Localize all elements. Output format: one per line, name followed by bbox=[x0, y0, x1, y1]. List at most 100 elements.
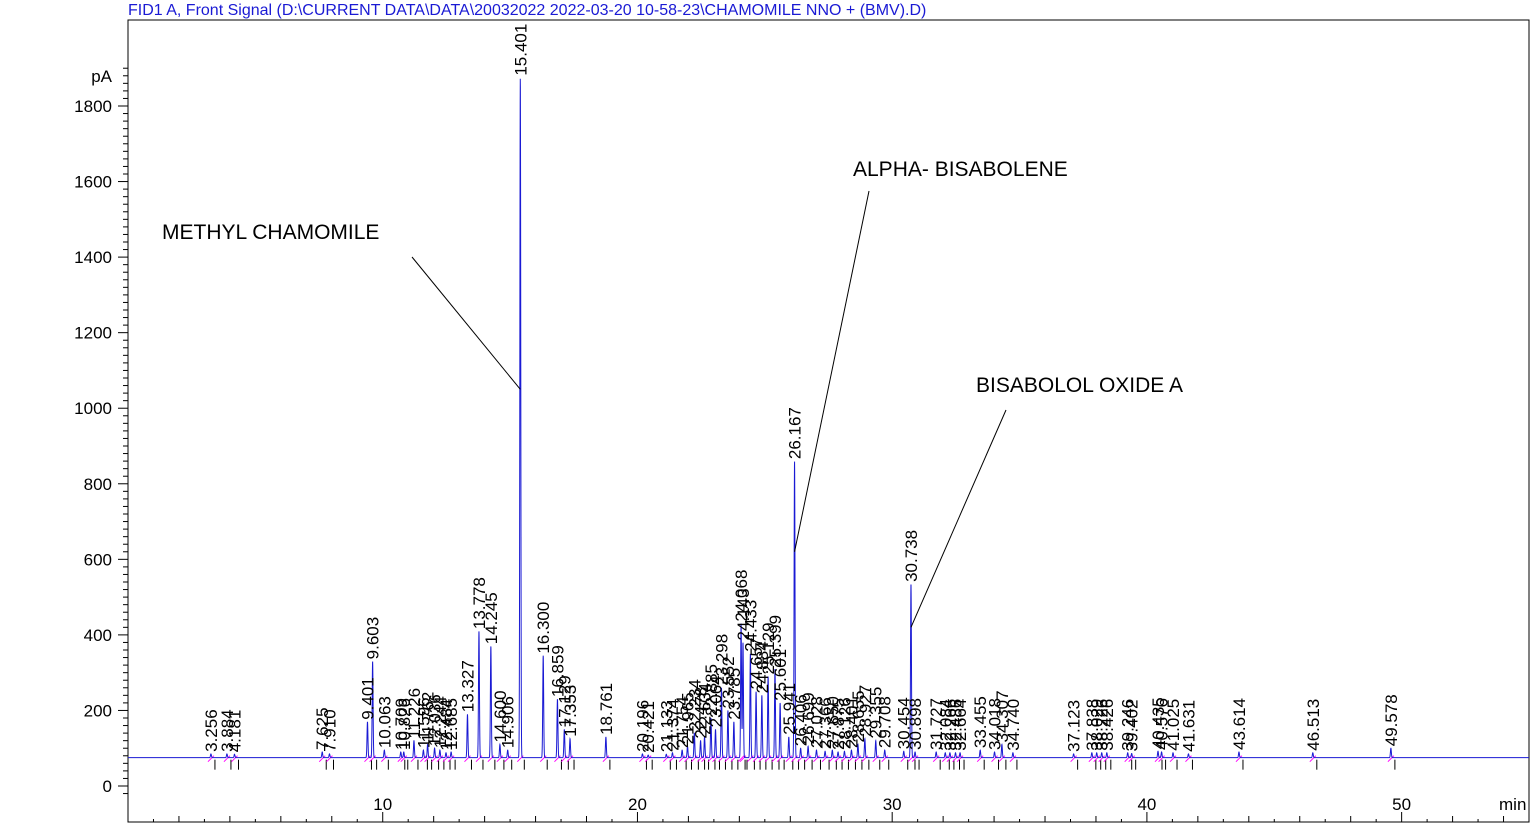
integration-marker bbox=[475, 755, 483, 763]
integration-marker bbox=[644, 755, 652, 763]
integration-marker bbox=[828, 755, 836, 763]
peak-label: 24.433 bbox=[741, 600, 760, 652]
peak-label: 7.910 bbox=[320, 709, 339, 752]
plot-frame bbox=[127, 19, 1530, 823]
peak-label: 21.754 bbox=[673, 696, 692, 748]
peak-label: 10.826 bbox=[395, 698, 414, 750]
integration-marker bbox=[791, 755, 798, 763]
integration-marker bbox=[813, 755, 820, 763]
integration-marker bbox=[834, 755, 842, 763]
integration-marker bbox=[691, 755, 698, 763]
peak-label: 37.838 bbox=[1083, 699, 1102, 751]
integration-marker bbox=[1128, 755, 1136, 763]
peak-label: 9.401 bbox=[358, 677, 377, 720]
integration-marker bbox=[1070, 755, 1077, 763]
peak-label: 41.025 bbox=[1164, 699, 1183, 751]
y-tick-label: 200 bbox=[84, 701, 112, 720]
integration-marker bbox=[223, 755, 231, 763]
peak-label: 12.484 bbox=[437, 699, 456, 751]
peak-label: 12.685 bbox=[442, 698, 461, 750]
peak-label: 16.300 bbox=[534, 602, 553, 654]
annotation-label: METHYL CHAMOMILE bbox=[162, 221, 379, 244]
peak-label: 22.634 bbox=[696, 683, 715, 735]
integration-marker bbox=[841, 755, 848, 763]
x-tick-label: 50 bbox=[1392, 795, 1411, 814]
peak-label: 40.576 bbox=[1153, 698, 1172, 750]
peak-label: 3.884 bbox=[218, 709, 237, 752]
peak-label: 34.018 bbox=[986, 698, 1005, 750]
peak-label: 39.402 bbox=[1123, 700, 1142, 752]
peak-label: 25.601 bbox=[771, 649, 790, 701]
integration-marker bbox=[941, 755, 949, 763]
peak-label: 14.906 bbox=[499, 696, 518, 748]
x-axis-unit-label: min bbox=[1499, 795, 1526, 814]
peak-label: 40.435 bbox=[1149, 697, 1168, 749]
peak-label: 24.143 bbox=[734, 588, 753, 640]
peak-label: 28.655 bbox=[849, 690, 868, 742]
integration-marker bbox=[697, 755, 704, 763]
integration-marker bbox=[436, 755, 444, 763]
annotation-leader-line bbox=[910, 409, 1007, 628]
peak-label: 12.244 bbox=[431, 696, 450, 748]
integration-marker bbox=[400, 755, 408, 763]
integration-marker bbox=[442, 755, 450, 763]
y-tick-label: 1200 bbox=[74, 324, 112, 343]
peak-label: 26.167 bbox=[786, 407, 805, 459]
y-tick-label: 1800 bbox=[74, 97, 112, 116]
annotation-label: ALPHA- BISABOLENE bbox=[853, 158, 1068, 181]
peak-label: 16.859 bbox=[548, 645, 567, 697]
integration-marker bbox=[900, 755, 908, 763]
integration-marker bbox=[410, 755, 418, 763]
integration-marker bbox=[369, 755, 376, 763]
integration-marker bbox=[712, 755, 719, 763]
x-tick-label: 10 bbox=[373, 795, 392, 814]
peak-label: 17.129 bbox=[555, 675, 574, 727]
peak-label: 10.063 bbox=[375, 696, 394, 748]
peak-label: 11.596 bbox=[414, 697, 433, 748]
x-tick-label: 20 bbox=[628, 795, 647, 814]
integration-marker bbox=[1235, 755, 1243, 763]
x-tick-label: 40 bbox=[1137, 795, 1156, 814]
integration-marker bbox=[1103, 755, 1111, 763]
integration-marker bbox=[1098, 755, 1106, 763]
peak-label: 14.245 bbox=[482, 592, 501, 644]
peak-label: 30.738 bbox=[902, 530, 921, 582]
peak-label: 23.552 bbox=[719, 656, 738, 708]
peak-label: 21.374 bbox=[663, 699, 682, 751]
x-axis: 10 20 30 40 50 bbox=[152, 795, 1530, 822]
peak-label: 20.196 bbox=[633, 700, 652, 752]
peak-label: 21.965 bbox=[679, 692, 698, 744]
peak-label: 9.603 bbox=[364, 617, 383, 660]
peak-label: 3.256 bbox=[202, 709, 221, 752]
peak-label: 13.327 bbox=[458, 660, 477, 712]
peak-label: 32.084 bbox=[936, 699, 955, 751]
peak-label: 17.353 bbox=[561, 685, 580, 737]
integration-marker bbox=[821, 755, 829, 763]
peak-label: 22.478 bbox=[692, 687, 711, 739]
peak-label: 32.486 bbox=[947, 699, 966, 751]
peak-label: 26.406 bbox=[792, 694, 811, 746]
peak-label: 41.631 bbox=[1179, 700, 1198, 752]
integration-marker bbox=[1387, 755, 1395, 763]
integration-marker bbox=[639, 755, 646, 763]
integration-marker bbox=[976, 755, 984, 763]
integration-marker bbox=[447, 755, 455, 763]
peak-label: 31.727 bbox=[927, 698, 946, 750]
peak-label: 10.709 bbox=[392, 698, 411, 750]
peak-label: 38.226 bbox=[1093, 699, 1112, 751]
peak-label: 14.600 bbox=[491, 690, 510, 742]
annotation-label: BISABOLOL OXIDE A bbox=[976, 374, 1183, 397]
peak-label: 24.657 bbox=[747, 638, 766, 690]
peak-label: 30.454 bbox=[895, 697, 914, 749]
integration-marker bbox=[1169, 755, 1177, 763]
peak-label: 23.064 bbox=[707, 675, 726, 727]
integration-marker bbox=[776, 755, 784, 763]
y-tick-label: 0 bbox=[103, 777, 112, 796]
integration-marker bbox=[758, 755, 766, 763]
peak-label: 23.298 bbox=[712, 634, 731, 686]
peak-label: 20.421 bbox=[639, 701, 658, 753]
peak-label: 38.029 bbox=[1088, 699, 1107, 751]
integration-marker bbox=[956, 755, 964, 763]
annotations: METHYL CHAMOMILE ALPHA- BISABOLENE BISABOL… bbox=[162, 158, 1183, 628]
peak-label: 32.664 bbox=[951, 699, 970, 751]
